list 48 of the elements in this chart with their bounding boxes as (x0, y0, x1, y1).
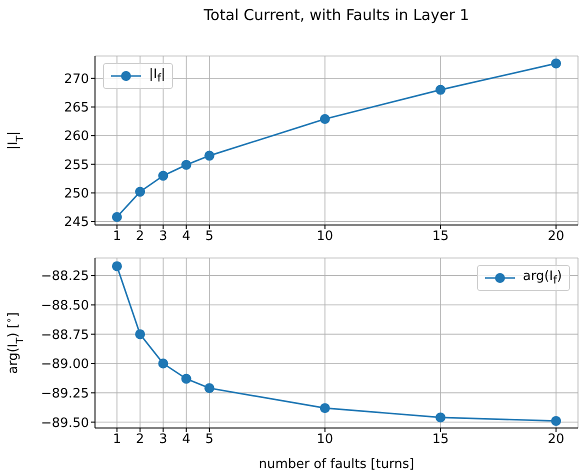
y-tick-label: −88.25 (40, 269, 89, 284)
point (551, 58, 562, 68)
point (135, 186, 146, 197)
x-tick-label: 5 (205, 229, 214, 244)
chart-title: Total Current, with Faults in Layer 1 (202, 6, 470, 24)
y-tick-label: 245 (64, 215, 89, 230)
x-tick-label: 4 (182, 229, 190, 244)
legend-label: arg(I$_{f}$) (522, 269, 562, 287)
x-tick-label: 4 (182, 432, 190, 448)
point (158, 358, 168, 369)
x-tick-label: 10 (316, 432, 334, 448)
x-tick-label: 2 (136, 432, 144, 448)
x-axis-title: number of faults [turns] (258, 457, 414, 472)
legend-label: |I$_{f}$| (149, 67, 166, 85)
y-tick-label: 250 (64, 186, 89, 202)
y-tick-label: −88.50 (40, 298, 89, 314)
x-tick-label: 15 (432, 432, 449, 448)
y-tick-label: 265 (64, 100, 89, 116)
x-tick-label: 3 (159, 432, 168, 448)
point (435, 84, 446, 95)
x-tick-label: 1 (112, 432, 122, 448)
y-tick-label: −89.00 (40, 357, 89, 372)
x-tick-label: 20 (548, 229, 564, 244)
y-tick-label: −89.50 (40, 416, 89, 431)
x-tick-label: 5 (205, 432, 214, 448)
y-tick-label: −88.75 (40, 328, 89, 343)
point (181, 160, 192, 170)
point (158, 170, 168, 181)
point (204, 383, 214, 394)
x-tick-label: 10 (316, 229, 334, 244)
point (320, 114, 330, 124)
point (112, 212, 122, 222)
point (320, 403, 330, 414)
y-tick-label: −89.25 (40, 386, 89, 402)
point (112, 261, 122, 272)
x-tick-label: 3 (159, 229, 168, 244)
x-tick-label: 1 (112, 229, 122, 244)
y-tick-label: 260 (64, 129, 89, 144)
y-tick-label: 270 (64, 72, 89, 87)
point (135, 329, 146, 340)
point (551, 416, 562, 426)
point (435, 412, 446, 422)
y-tick-label: 255 (64, 158, 89, 173)
point (204, 150, 214, 161)
x-tick-label: 2 (136, 229, 144, 244)
x-tick-label: 20 (548, 432, 564, 448)
point (181, 374, 192, 384)
x-tick-label: 15 (432, 229, 449, 244)
